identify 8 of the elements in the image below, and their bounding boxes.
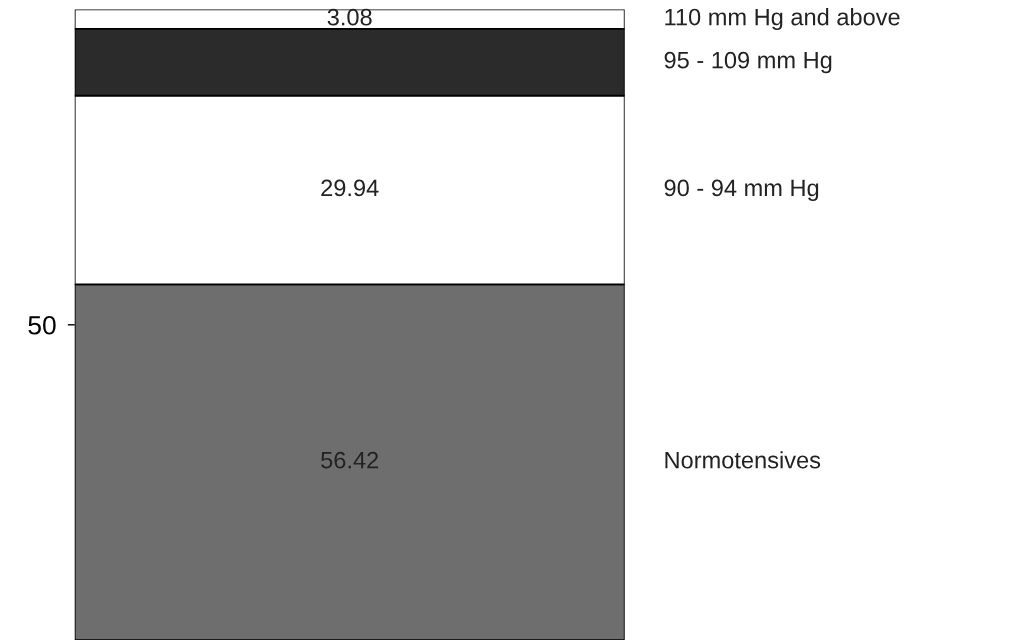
series-label: 95 - 109 mm Hg [664,51,832,74]
series-label: 110 mm Hg and above [665,8,900,31]
data-label: 3.08 [327,8,372,26]
data-label: 29.94 [321,179,379,197]
y-tick-label: 50 [28,315,56,335]
series-label: Normotensives [665,451,821,469]
data-label: 56.42 [321,451,379,469]
series-label: 90 - 94 mm Hg [664,179,819,201]
